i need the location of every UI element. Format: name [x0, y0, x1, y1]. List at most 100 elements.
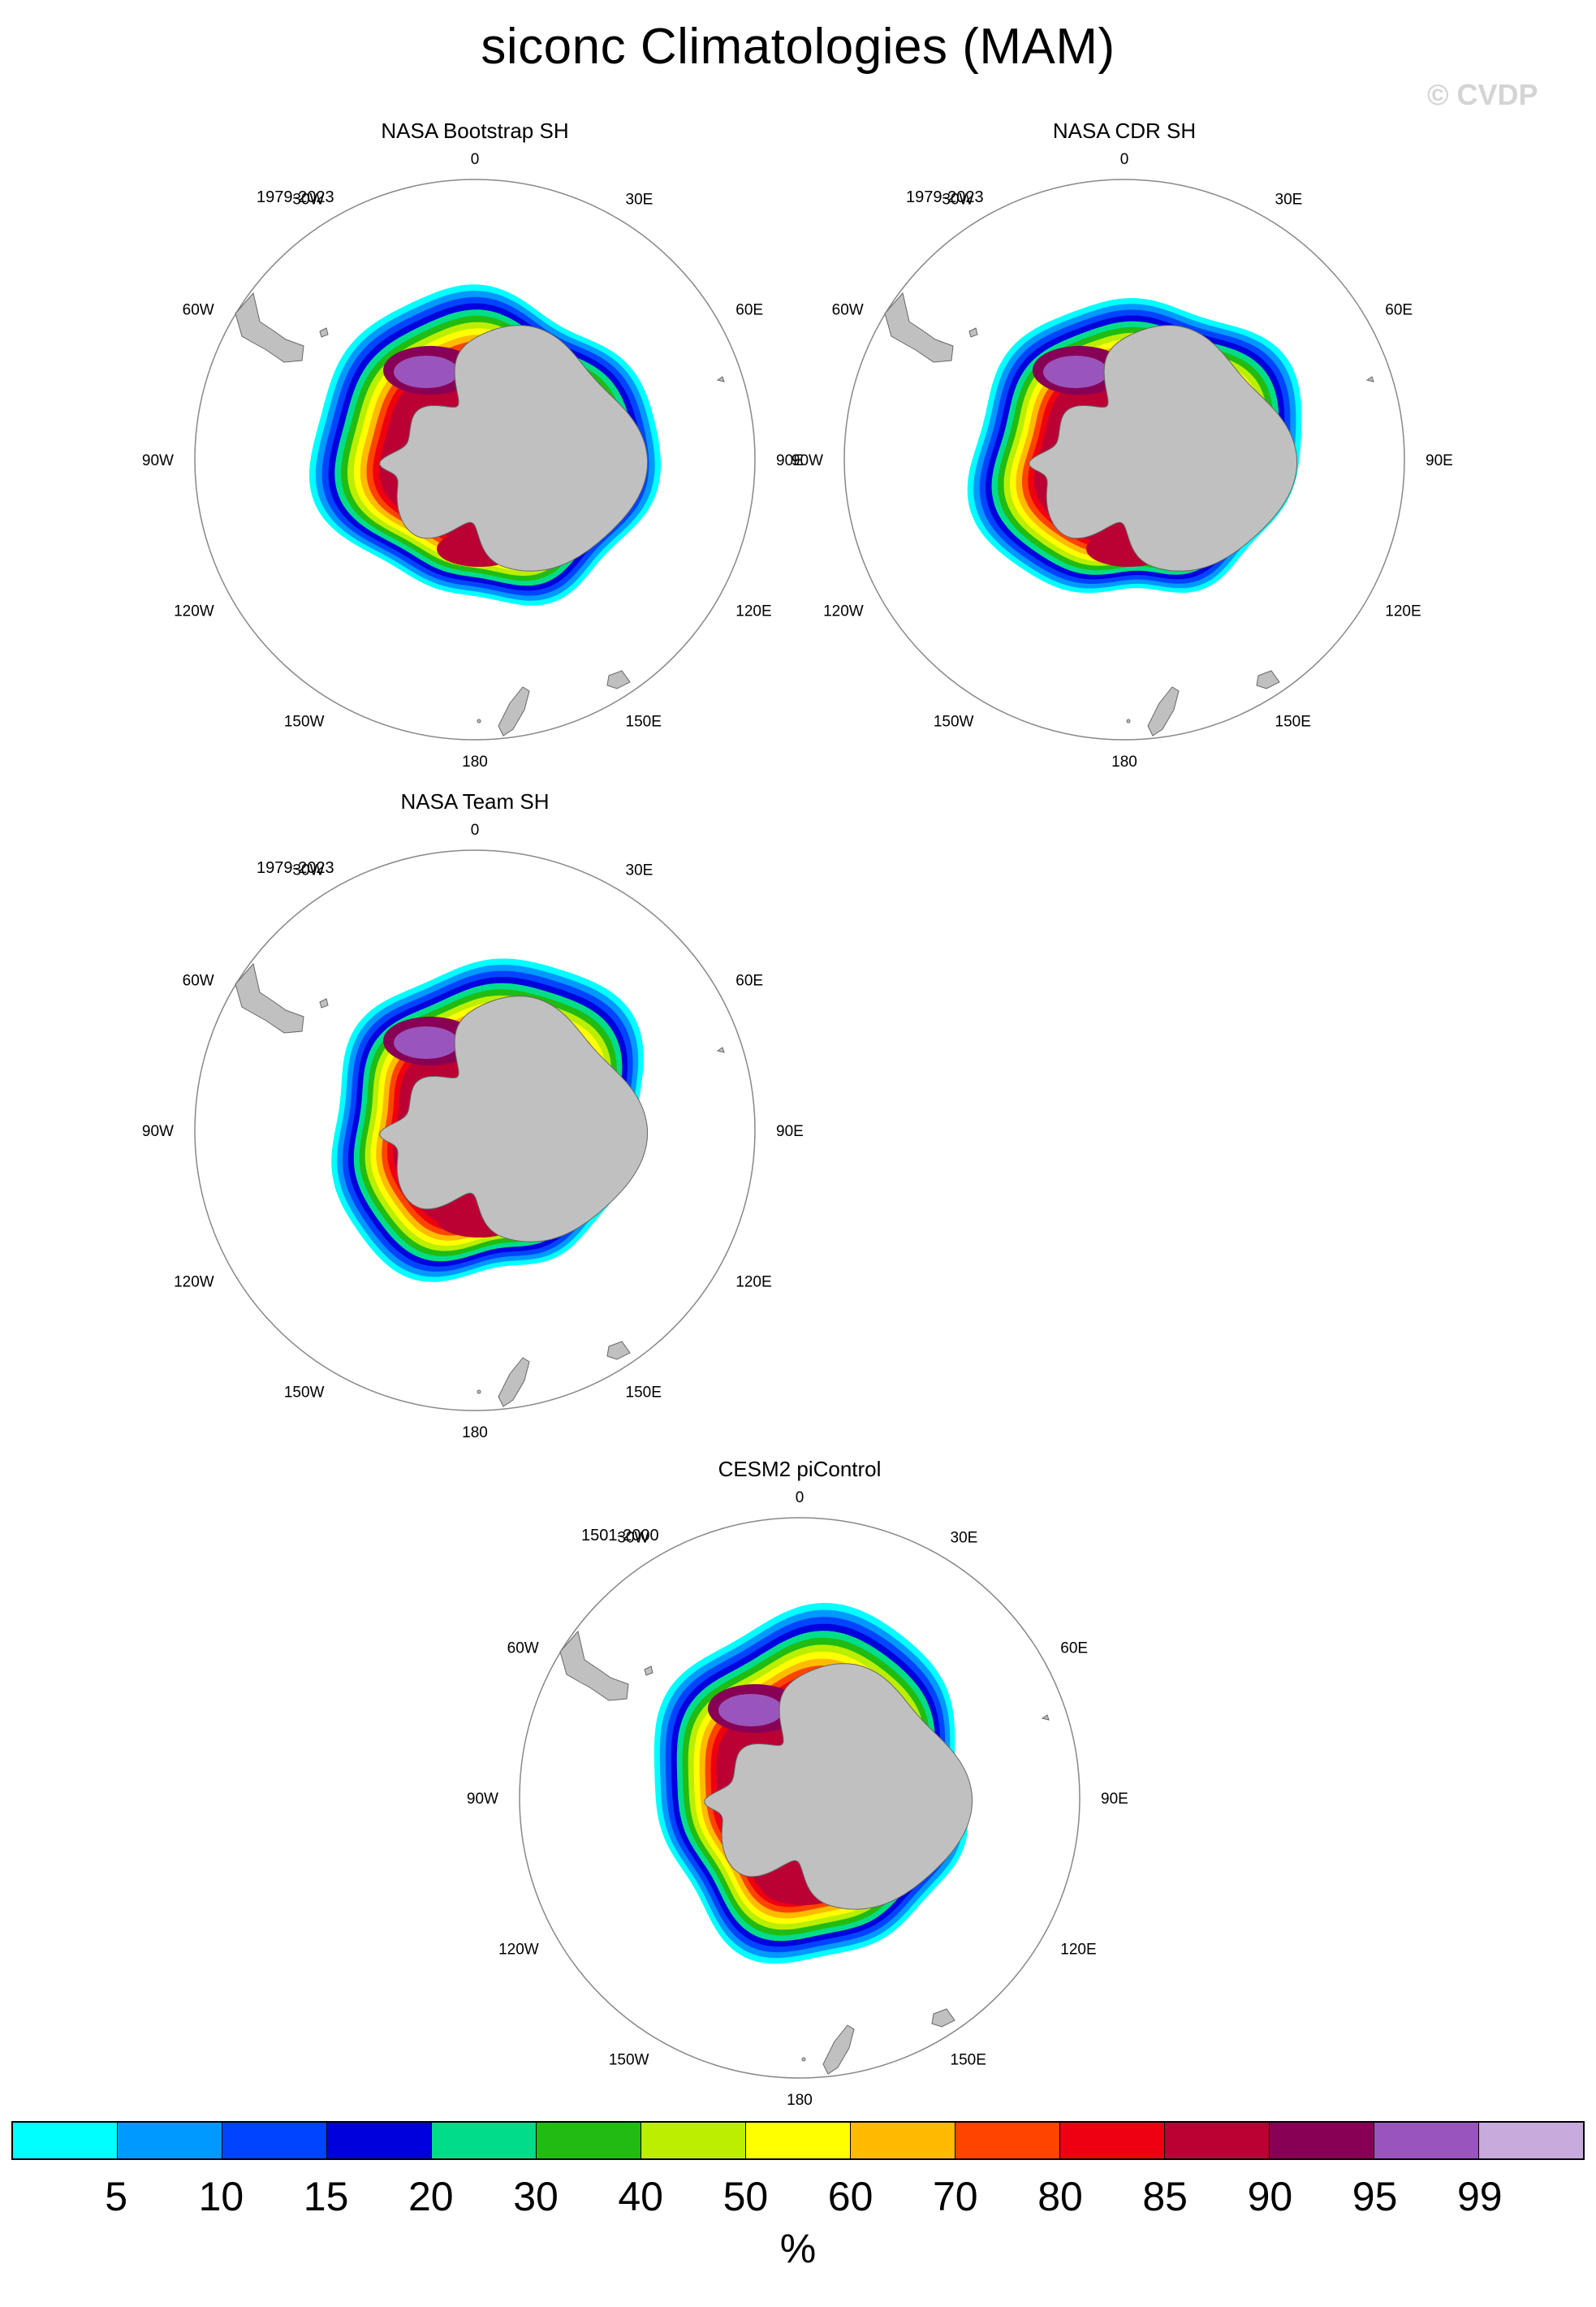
polar-map: 0 30E 60E 90E 120E 150E 180 150W 120W 90W 60W 30W [792, 151, 1453, 771]
sea-ice-weddell-core [394, 356, 459, 388]
colorbar-tick-label: 85 [1142, 2174, 1188, 2219]
south-america-land [235, 962, 304, 1034]
longitude-label: 120E [735, 603, 771, 620]
longitude-label: 90E [1426, 452, 1453, 469]
longitude-label: 150E [1275, 713, 1311, 730]
panel-years: 1979-2023 [257, 188, 334, 206]
colorbar-tick-label: 90 [1247, 2174, 1293, 2219]
falklands-land [319, 998, 329, 1009]
longitude-label: 150W [284, 1384, 325, 1401]
colorbar-swatch [1060, 2123, 1165, 2158]
colorbar-swatch [955, 2123, 1060, 2158]
longitude-label: 30W [617, 1530, 649, 1547]
longitude-label: 0 [796, 1489, 804, 1506]
longitude-label: 60E [1385, 302, 1413, 319]
antarctica-land [704, 1663, 973, 1910]
colorbar-swatch [746, 2123, 851, 2158]
longitude-label: 30W [292, 192, 324, 209]
map-panel-team: NASA Team SH 1979-2023 0 30E 60E 90E 120E 150… [142, 789, 958, 1455]
island-land [801, 2057, 806, 2062]
new-zealand-land [498, 686, 530, 737]
longitude-label: 120W [174, 1274, 214, 1291]
longitude-label: 30E [626, 862, 653, 879]
longitude-label: 90E [776, 1123, 804, 1140]
panel-title: NASA CDR SH [1052, 119, 1197, 143]
longitude-label: 60W [507, 1640, 539, 1657]
polar-map: 0 30E 60E 90E 120E 150E 180 150W 120W 90W 60W 30W [142, 822, 804, 1441]
longitude-label: 30W [292, 862, 324, 879]
longitude-label: 150W [284, 713, 325, 730]
longitude-label: 120E [735, 1274, 771, 1291]
longitude-label: 150E [626, 713, 662, 730]
longitude-label: 60W [832, 302, 864, 319]
longitude-label: 30E [1275, 192, 1303, 209]
colorbar-swatch [327, 2123, 432, 2158]
colorbar-tick-label: 30 [513, 2174, 559, 2219]
colorbar-tick-label: 20 [408, 2174, 454, 2219]
tasmania-land [1256, 670, 1280, 689]
island-land [477, 719, 481, 724]
new-zealand-land [822, 2024, 855, 2075]
polar-map: 0 30E 60E 90E 120E 150E 180 150W 120W 90W 60W 30W [467, 1489, 1128, 2109]
panel-title: NASA Team SH [400, 789, 550, 814]
panel-years: 1979-2023 [257, 859, 334, 877]
longitude-label: 180 [462, 754, 488, 771]
colorbar-tick-label: 5 [105, 2174, 128, 2219]
longitude-label: 150W [934, 713, 974, 730]
island-land [477, 1389, 481, 1394]
longitude-label: 180 [462, 1424, 488, 1441]
colorbar-tick-label: 80 [1037, 2174, 1083, 2219]
longitude-label: 90W [467, 1791, 498, 1808]
map-panel-cesm2: CESM2 piControl 1501-2000 0 30E 60E 90E 120E… [467, 1457, 1283, 2123]
longitude-label: 180 [1111, 754, 1137, 771]
colorbar-swatch [641, 2123, 746, 2158]
longitude-label: 30W [942, 192, 973, 209]
longitude-label: 0 [471, 151, 480, 168]
colorbar-swatch [118, 2123, 222, 2158]
longitude-label: 90W [792, 452, 823, 469]
longitude-label: 150E [951, 2051, 986, 2068]
longitude-label: 120W [498, 1942, 539, 1959]
panel-title: CESM2 piControl [718, 1457, 882, 1481]
polar-map: 0 30E 60E 90E 120E 150E 180 150W 120W 90W 60W 30W [142, 151, 804, 771]
tasmania-land [606, 1341, 631, 1360]
map-panel-cdr: NASA CDR SH 1979-2023 0 30E 60E 90E 120E 150E… [792, 119, 1596, 784]
longitude-label: 0 [1120, 151, 1129, 168]
panel-title: NASA Bootstrap SH [381, 119, 569, 143]
colorbar-swatch [222, 2123, 327, 2158]
longitude-label: 90E [1101, 1791, 1128, 1808]
colorbar-swatch [1270, 2123, 1374, 2158]
longitude-label: 60E [735, 302, 763, 319]
longitude-label: 90W [142, 452, 174, 469]
longitude-label: 120W [823, 603, 864, 620]
tasmania-land [931, 2008, 955, 2028]
longitude-label: 60W [183, 973, 214, 990]
map-panel-bootstrap: NASA Bootstrap SH 1979-2023 0 30E 60E 90E 12… [142, 119, 958, 784]
colorbar-tick-label: 50 [723, 2174, 769, 2219]
colorbar-swatch [537, 2123, 641, 2158]
south-america-land [884, 292, 954, 363]
colorbar-swatch [851, 2123, 955, 2158]
figure-title: siconc Climatologies (MAM) [481, 19, 1115, 75]
island-land [1126, 719, 1131, 724]
longitude-label: 60W [183, 302, 214, 319]
panel-years: 1501-2000 [581, 1527, 659, 1544]
colorbar-tick-label: 70 [932, 2174, 978, 2219]
longitude-label: 30E [626, 192, 653, 209]
kerguelen-land [1365, 376, 1374, 382]
longitude-label: 120E [1060, 1942, 1096, 1959]
longitude-label: 120W [174, 603, 214, 620]
colorbar [11, 2121, 1585, 2160]
sea-ice-weddell-core [394, 1026, 459, 1059]
colorbar-unit: % [779, 2226, 817, 2271]
longitude-label: 90E [776, 452, 804, 469]
colorbar-tick-label: 15 [303, 2174, 349, 2219]
colorbar-swatch [432, 2123, 537, 2158]
colorbar-tick-label: 40 [618, 2174, 663, 2219]
longitude-label: 90W [142, 1123, 174, 1140]
longitude-label: 150E [626, 1384, 662, 1401]
tasmania-land [606, 670, 631, 689]
longitude-label: 120E [1385, 603, 1421, 620]
longitude-label: 180 [787, 2092, 813, 2109]
kerguelen-land [1041, 1714, 1050, 1721]
